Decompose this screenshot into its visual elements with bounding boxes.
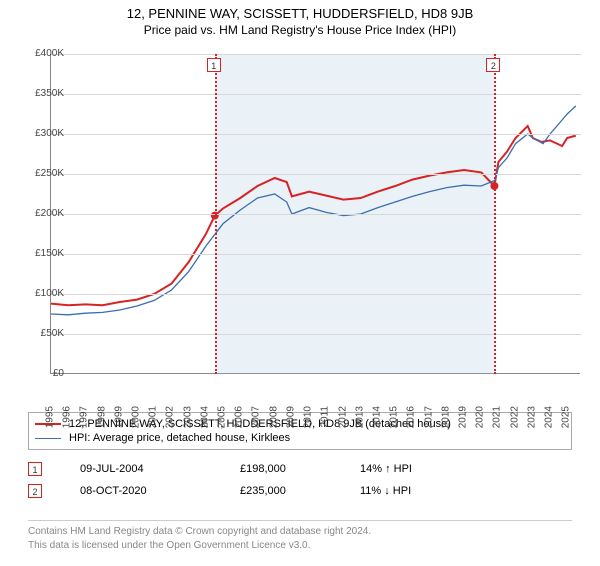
plot-region: 12 [50,54,580,374]
x-axis-label: 2014 [371,406,382,428]
x-axis-label: 1995 [45,406,56,428]
x-axis-label: 2000 [131,406,142,428]
gridline-h [51,334,581,335]
x-axis-label: 2010 [303,406,314,428]
y-axis-label: £100K [16,288,64,299]
series-line-property [51,126,576,305]
x-axis-label: 2008 [268,406,279,428]
x-axis-label: 2012 [337,406,348,428]
price-chart: 12 [50,54,580,374]
x-axis-label: 2018 [440,406,451,428]
x-axis-label: 2015 [389,406,400,428]
x-axis-label: 2001 [148,406,159,428]
x-axis-label: 1998 [96,406,107,428]
transaction-date: 08-OCT-2020 [80,485,240,497]
transaction-date: 09-JUL-2004 [80,463,240,475]
x-axis-label: 2003 [182,406,193,428]
gridline-h [51,94,581,95]
x-axis-label: 2011 [320,406,331,428]
x-axis-label: 2020 [475,406,486,428]
transaction-row: 1 09-JUL-2004£198,00014% ↑ HPI [28,458,572,480]
y-axis-label: £50K [16,328,64,339]
x-axis-label: 2021 [492,406,503,428]
x-axis-label: 2025 [561,406,572,428]
y-axis-label: £300K [16,128,64,139]
gridline-h [51,134,581,135]
x-axis-label: 2006 [234,406,245,428]
sale-marker-badge: 1 [207,58,221,72]
gridline-h [51,254,581,255]
x-axis-label: 2004 [199,406,210,428]
legend-swatch [35,438,61,439]
x-axis-label: 1999 [113,406,124,428]
x-axis-label: 2013 [354,406,365,428]
y-axis-label: £350K [16,88,64,99]
gridline-h [51,214,581,215]
x-axis-label: 1996 [62,406,73,428]
x-axis-label: 2002 [165,406,176,428]
sale-marker-badge: 2 [486,58,500,72]
gridline-h [51,54,581,55]
y-axis-label: £150K [16,248,64,259]
x-axis-label: 2019 [457,406,468,428]
x-axis-label: 2007 [251,406,262,428]
page-subtitle: Price paid vs. HM Land Registry's House … [0,23,600,37]
y-axis-label: £200K [16,208,64,219]
legend-item: HPI: Average price, detached house, Kirk… [35,431,565,445]
footer-line: Contains HM Land Registry data © Crown c… [28,525,572,539]
gridline-h [51,294,581,295]
transaction-marker: 1 [28,462,42,476]
chart-legend: 12, PENNINE WAY, SCISSETT, HUDDERSFIELD,… [28,412,572,450]
y-axis-label: £0 [16,368,64,379]
transaction-price: £235,000 [240,485,360,497]
transactions-table: 1 09-JUL-2004£198,00014% ↑ HPI 2 08-OCT-202… [28,458,572,502]
x-axis-label: 2005 [217,406,228,428]
footer-line: This data is licensed under the Open Gov… [28,539,572,553]
x-axis-label: 2016 [406,406,417,428]
x-axis-label: 1997 [79,406,90,428]
gridline-h [51,174,581,175]
x-axis-label: 2024 [544,406,555,428]
x-axis-label: 2022 [509,406,520,428]
x-axis-label: 2017 [423,406,434,428]
y-axis-label: £400K [16,48,64,59]
series-line-hpi [51,106,576,315]
sale-marker-line [494,54,496,374]
x-axis-label: 2023 [526,406,537,428]
transaction-row: 2 08-OCT-2020£235,00011% ↓ HPI [28,480,572,502]
transaction-delta: 11% ↓ HPI [360,485,480,497]
transaction-delta: 14% ↑ HPI [360,463,480,475]
transaction-price: £198,000 [240,463,360,475]
x-axis-label: 2009 [285,406,296,428]
y-axis-label: £250K [16,168,64,179]
transaction-marker: 2 [28,484,42,498]
sale-marker-line [215,54,217,374]
footer-attribution: Contains HM Land Registry data © Crown c… [28,520,572,552]
page-title: 12, PENNINE WAY, SCISSETT, HUDDERSFIELD,… [0,6,600,21]
legend-label: HPI: Average price, detached house, Kirk… [69,432,290,444]
